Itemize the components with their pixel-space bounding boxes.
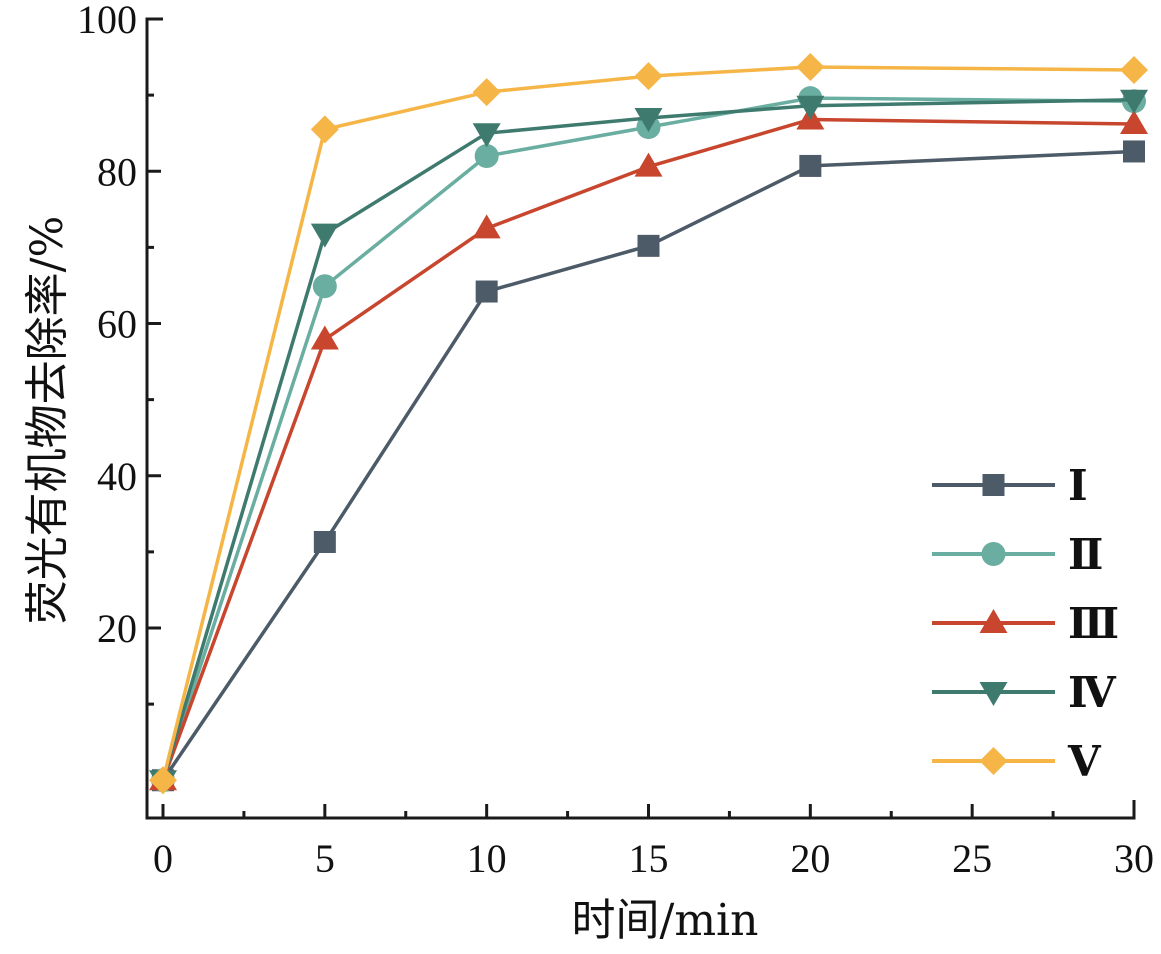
data-point-circle <box>474 144 499 169</box>
data-point-diamond <box>149 766 177 795</box>
series-1 <box>152 140 1145 792</box>
x-axis-title: 时间/min <box>572 895 759 946</box>
y-tick-label: 80 <box>97 149 137 194</box>
data-point-triangle-down <box>472 123 501 148</box>
y-tick-label: 60 <box>97 302 137 347</box>
data-point-triangle-up <box>310 325 339 350</box>
x-tick-label: 15 <box>629 836 669 881</box>
data-point-square <box>1123 140 1145 163</box>
legend-item: Ⅲ <box>932 602 1119 648</box>
data-point-diamond <box>1120 56 1148 85</box>
legend-label: Ⅳ <box>1068 671 1117 717</box>
y-tick-label: 20 <box>97 606 137 651</box>
data-point-square <box>475 280 498 303</box>
legend-item: Ⅴ <box>932 740 1102 786</box>
y-axis-title: 荧光有机物去除率/% <box>22 216 73 625</box>
data-point-square <box>799 154 822 177</box>
x-tick-label: 5 <box>315 836 335 881</box>
x-tick-label: 20 <box>790 836 830 881</box>
legend-marker-square <box>982 474 1005 496</box>
data-point-triangle-up <box>472 214 501 239</box>
y-tick-label: 40 <box>97 454 137 499</box>
legend-marker-circle <box>981 542 1006 566</box>
legend-label: Ⅱ <box>1068 533 1103 579</box>
series-line <box>161 149 1135 782</box>
legend-label: Ⅲ <box>1068 602 1119 648</box>
series-line <box>161 65 1135 781</box>
legend-item: Ⅱ <box>932 533 1103 579</box>
data-point-diamond <box>472 78 501 107</box>
series-5 <box>149 52 1148 795</box>
data-point-diamond <box>796 52 825 81</box>
data-point-circle <box>312 274 337 299</box>
x-tick-label: 25 <box>952 836 992 881</box>
x-tick-label: 10 <box>467 836 507 881</box>
x-tick-label: 0 <box>153 836 173 881</box>
series-line <box>161 97 1135 781</box>
series-line <box>161 117 1135 781</box>
legend-marker-triangle-down <box>979 682 1008 706</box>
data-point-square <box>637 234 660 257</box>
data-point-square <box>313 530 336 553</box>
legend-item: Ⅰ <box>932 464 1088 510</box>
legend-marker-triangle-up <box>979 609 1008 633</box>
legend-label: Ⅴ <box>1067 740 1102 786</box>
y-tick-label: 100 <box>77 0 137 42</box>
legend: Ⅰ Ⅱ Ⅲ Ⅳ Ⅴ <box>932 464 1119 786</box>
series-group <box>149 52 1148 795</box>
tick-labels: 0 5 10 15 20 25 30 20 40 60 80 100 <box>77 0 1154 881</box>
x-tick-label: 30 <box>1114 836 1154 881</box>
data-point-triangle-down <box>634 107 663 132</box>
data-point-triangle-down <box>1120 89 1148 114</box>
data-point-triangle-up <box>1120 110 1148 135</box>
ticks <box>147 17 1136 818</box>
data-point-triangle-down <box>310 223 339 248</box>
legend-item: Ⅳ <box>932 671 1117 717</box>
data-point-triangle-up <box>634 152 663 177</box>
data-point-diamond <box>634 62 663 91</box>
data-point-triangle-down <box>796 95 825 120</box>
series-line <box>161 96 1135 781</box>
legend-marker-diamond <box>979 747 1008 775</box>
data-point-diamond <box>310 115 339 144</box>
legend-label: Ⅰ <box>1068 464 1088 510</box>
series-3 <box>149 105 1148 791</box>
